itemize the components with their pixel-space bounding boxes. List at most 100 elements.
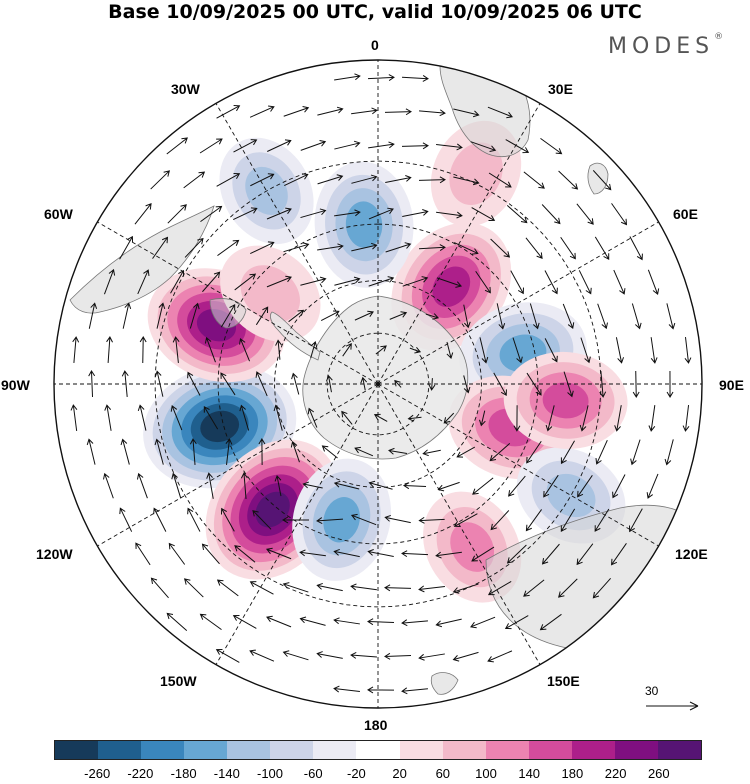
wind-vector xyxy=(334,73,361,81)
wind-vector xyxy=(300,208,327,219)
wind-vector xyxy=(282,650,309,661)
wind-vector xyxy=(350,583,377,591)
wind-vector xyxy=(578,270,592,295)
wind-vector xyxy=(249,581,274,595)
colorbar xyxy=(54,740,702,760)
wind-vector xyxy=(523,579,545,597)
wind-vector xyxy=(184,237,204,258)
wind-vector xyxy=(373,413,388,422)
wind-vector xyxy=(283,106,310,117)
wind-vector xyxy=(558,578,578,598)
anomaly-contour xyxy=(200,410,240,443)
colorbar-tick-label: 180 xyxy=(561,766,584,781)
colorbar-ticks: -260 -220 -180 -140 -100 -60 -20 20 60 100 140 180 2… xyxy=(0,766,750,784)
wind-vector xyxy=(646,473,659,499)
wind-vector xyxy=(632,370,640,398)
colorbar-bin xyxy=(571,741,615,759)
wind-vector xyxy=(384,514,411,524)
colorbar-bin xyxy=(184,741,228,759)
lon-label-30e: 30E xyxy=(548,81,573,97)
wind-vector xyxy=(249,105,275,118)
wind-vector xyxy=(544,338,558,363)
colorbar-bin xyxy=(55,741,99,759)
wind-vector xyxy=(452,583,479,594)
colorbar-tick-label: -180 xyxy=(170,766,197,781)
colorbar-tick-label: 140 xyxy=(518,766,541,781)
wind-vector xyxy=(401,687,428,695)
wind-vector xyxy=(135,542,151,566)
lon-label-90e: 90E xyxy=(719,377,744,393)
wind-vector xyxy=(512,337,523,364)
wind-vector xyxy=(508,475,526,497)
wind-vector xyxy=(402,209,429,218)
wind-vector xyxy=(350,513,377,526)
wind-vector xyxy=(316,517,344,525)
wind-vector xyxy=(267,139,292,152)
wind-vector xyxy=(334,140,361,150)
wind-vector xyxy=(233,139,258,153)
lon-label-30w: 30W xyxy=(171,81,200,97)
wind-vector xyxy=(103,268,116,295)
wind-vector xyxy=(166,137,188,155)
wind-vector xyxy=(367,686,395,694)
wind-vector xyxy=(385,242,412,253)
colorbar-tick-label: 100 xyxy=(475,766,497,781)
wind-vector xyxy=(418,585,445,593)
wind-vector xyxy=(367,549,394,558)
wind-vector xyxy=(334,209,361,217)
wind-vector xyxy=(428,378,436,391)
wind-vector xyxy=(452,651,479,662)
wind-vector xyxy=(471,546,495,562)
wind-vector xyxy=(282,516,310,524)
wind-vector xyxy=(103,472,114,499)
colorbar-bin xyxy=(399,741,443,759)
wind-vector xyxy=(544,270,558,295)
wind-vector xyxy=(577,475,593,498)
wind-vector xyxy=(418,516,445,524)
colorbar-tick-label: 60 xyxy=(435,766,451,781)
wind-vector xyxy=(368,141,395,149)
wind-vector xyxy=(334,276,361,286)
wind-vector xyxy=(650,337,658,364)
colorbar-bin xyxy=(528,741,572,759)
wind-vector xyxy=(341,410,353,425)
wind-vector xyxy=(266,207,292,220)
wind-vector xyxy=(470,141,497,152)
wind-vector xyxy=(628,508,643,533)
wind-vector xyxy=(342,343,352,357)
wind-vector xyxy=(529,303,540,330)
wind-vector xyxy=(153,507,167,532)
wind-vector xyxy=(351,107,378,115)
wind-vectors xyxy=(70,73,692,695)
colorbar-tick-label: -220 xyxy=(127,766,154,781)
wind-vector xyxy=(122,302,132,329)
wind-vector xyxy=(137,269,150,295)
wind-vector xyxy=(630,439,641,466)
wind-vector xyxy=(446,341,454,359)
wind-vector xyxy=(220,507,235,532)
wind-vector xyxy=(504,615,529,630)
wind-vector xyxy=(233,207,258,221)
colorbar-bin xyxy=(141,741,185,759)
wind-vector xyxy=(611,203,628,226)
wind-vector xyxy=(453,176,480,186)
wind-vector xyxy=(493,372,507,397)
wind-vector xyxy=(255,306,269,326)
wind-vector xyxy=(510,270,524,295)
colorbar-tick-label: -260 xyxy=(84,766,111,781)
colorbar-bin xyxy=(98,741,142,759)
wind-vector xyxy=(266,615,292,628)
wind-vector xyxy=(385,175,412,183)
wind-vector xyxy=(580,337,591,364)
wind-vector xyxy=(199,138,223,154)
wind-vector xyxy=(354,310,374,321)
wind-vector xyxy=(154,370,164,397)
wind-vector xyxy=(540,137,563,155)
wind-vector xyxy=(291,372,300,395)
wind-vector xyxy=(187,507,201,532)
wind-vector xyxy=(419,109,446,117)
wind-vector xyxy=(407,414,422,422)
wind-vector xyxy=(88,302,98,329)
wind-vector xyxy=(576,543,594,566)
wind-vector xyxy=(526,372,542,396)
